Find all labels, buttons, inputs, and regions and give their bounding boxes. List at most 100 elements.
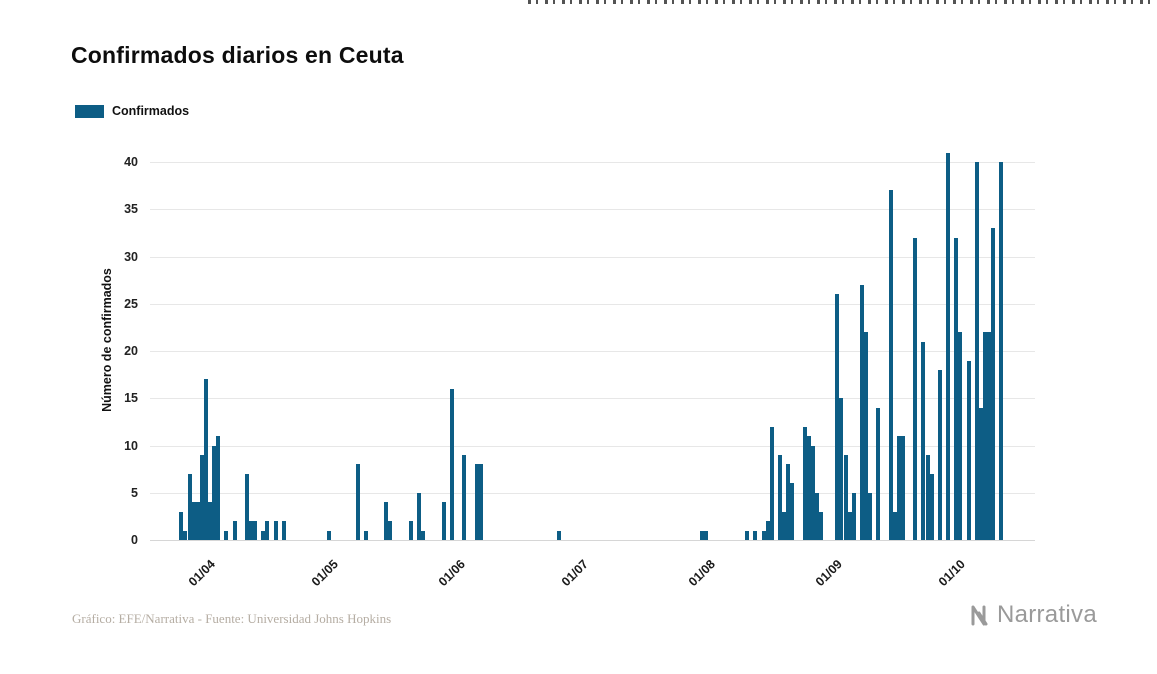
bar (929, 473, 934, 540)
bar (183, 530, 188, 540)
bar (326, 530, 331, 540)
bar (224, 530, 229, 540)
bar (700, 530, 704, 540)
bar (859, 284, 864, 540)
x-tick-label: 01/08 (686, 557, 719, 590)
bar (208, 502, 212, 540)
gridline (150, 445, 1035, 447)
y-tick-label: 15 (124, 391, 138, 406)
bar (802, 426, 807, 540)
bar (199, 454, 204, 540)
y-tick-label: 30 (124, 249, 138, 264)
bar (187, 473, 192, 540)
bar (232, 521, 237, 540)
y-tick-label: 0 (131, 533, 138, 547)
bar (806, 436, 811, 540)
bar (876, 407, 881, 540)
legend-label: Confirmados (112, 104, 190, 118)
bar (388, 521, 393, 540)
source-credit: Gráfico: EFE/Narrativa - Fuente: Univers… (72, 611, 392, 626)
bar (782, 511, 786, 540)
bar (810, 445, 815, 540)
bar (421, 530, 426, 540)
bar (191, 502, 196, 540)
bar (851, 492, 856, 541)
bar (925, 454, 930, 540)
bar (261, 530, 266, 540)
bar (449, 388, 454, 540)
bar (408, 521, 413, 540)
bar (999, 162, 1004, 540)
gridline (150, 256, 1035, 258)
bar (761, 530, 766, 540)
x-tick-label: 01/06 (435, 557, 468, 590)
bar (991, 228, 996, 540)
bar (244, 473, 249, 540)
bar (216, 436, 221, 540)
gridline (150, 162, 1035, 163)
bar (892, 511, 897, 540)
bar (888, 190, 893, 540)
bar (954, 237, 959, 540)
bar (987, 332, 991, 540)
bar (363, 530, 368, 540)
bar (179, 511, 184, 540)
y-tick-label: 10 (124, 438, 138, 453)
bar (843, 454, 848, 540)
bar (847, 511, 852, 540)
x-tick-label: 01/04 (185, 557, 218, 590)
y-tick-label: 25 (124, 296, 138, 311)
x-tick-label: 01/05 (308, 557, 341, 590)
gridline (150, 209, 1035, 211)
bar (253, 521, 258, 540)
top-crop-artifact (528, 0, 1157, 4)
legend: Confirmados (75, 104, 189, 118)
bar (417, 492, 422, 541)
narrativa-logo-text: Narrativa (996, 601, 1097, 628)
gridline (150, 303, 1035, 305)
bar (441, 502, 446, 540)
bar (765, 521, 770, 540)
bar (868, 492, 873, 541)
chart-title: Confirmados diarios en Ceuta (71, 42, 404, 68)
bar (982, 332, 987, 540)
bar (966, 360, 971, 540)
bar (753, 530, 758, 540)
x-tick-label: 01/09 (813, 557, 846, 590)
bar (281, 521, 286, 540)
bar (790, 483, 795, 540)
bar (946, 152, 950, 540)
bar (900, 436, 905, 540)
gridline (150, 540, 1035, 541)
bar (556, 530, 561, 540)
bar (921, 341, 926, 540)
y-tick-label: 40 (124, 155, 138, 169)
bar (249, 521, 253, 540)
bar (704, 530, 709, 540)
bar (769, 426, 774, 540)
bar (745, 530, 750, 540)
bar (839, 398, 844, 541)
bar (913, 237, 918, 540)
bar (384, 502, 389, 540)
bar (978, 407, 983, 540)
bar (355, 464, 360, 540)
bar (273, 521, 278, 540)
bar (777, 454, 782, 540)
x-tick-label: 01/07 (558, 557, 591, 590)
legend-swatch (75, 104, 104, 118)
x-tick-label: 01/10 (936, 557, 969, 590)
bar (212, 445, 217, 540)
gridline (150, 492, 1035, 494)
gridline (150, 398, 1035, 400)
bar (786, 464, 791, 540)
bar (818, 511, 823, 540)
gridline (150, 351, 1035, 352)
bar (974, 162, 979, 540)
bar (937, 369, 942, 540)
bar (896, 436, 901, 540)
y-tick-label: 20 (124, 344, 138, 358)
bar (814, 492, 819, 541)
narrativa-logo: Narrativa (970, 601, 1097, 629)
